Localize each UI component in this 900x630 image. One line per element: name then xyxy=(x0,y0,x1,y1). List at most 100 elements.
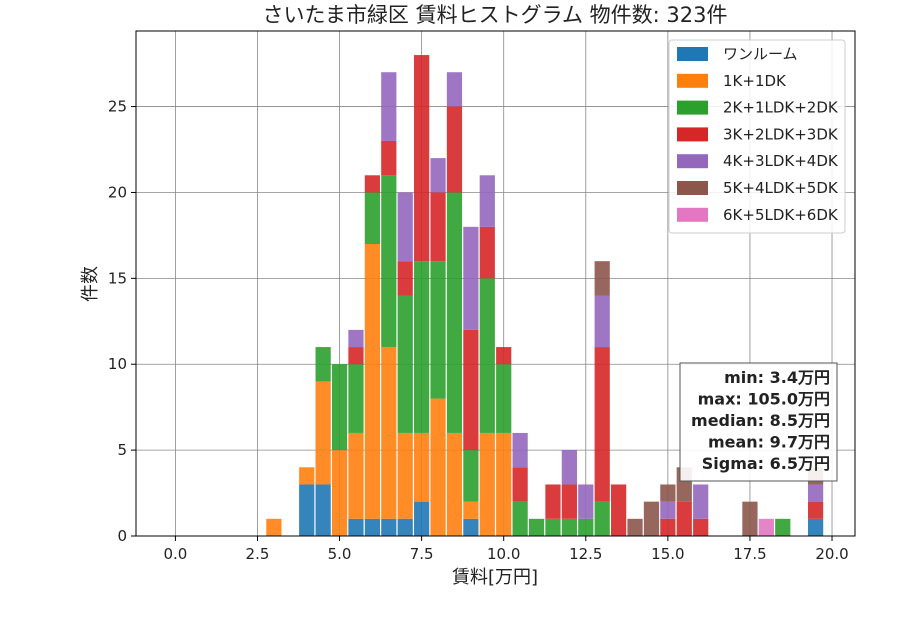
bar-segment xyxy=(430,192,446,262)
legend-label: 4K+3LDK+4DK xyxy=(723,152,839,170)
bar-segment xyxy=(627,518,643,536)
stats-line: Sigma: 6.5万円 xyxy=(702,454,830,473)
bar-segment xyxy=(463,226,479,330)
bar-segment xyxy=(578,518,594,536)
stats-line: median: 8.5万円 xyxy=(691,411,830,430)
bar-segment xyxy=(561,484,577,519)
bar-segment xyxy=(414,55,430,262)
stats-line: max: 105.0万円 xyxy=(698,390,830,409)
bar-segment xyxy=(479,226,495,279)
bar-segment xyxy=(348,347,364,365)
bar-segment xyxy=(693,484,709,519)
bar-segment xyxy=(463,501,479,519)
stats-line: mean: 9.7万円 xyxy=(708,433,830,452)
bar-segment xyxy=(299,484,315,536)
chart-title: さいたま市緑区 賃料ヒストグラム 物件数: 323件 xyxy=(263,3,728,27)
bar-segment xyxy=(611,484,627,536)
bar-segment xyxy=(381,140,397,176)
legend-label: 1K+1DK xyxy=(723,72,787,90)
y-tick-label: 20 xyxy=(108,183,127,201)
legend-swatch xyxy=(677,154,708,169)
y-axis-title: 件数 xyxy=(80,266,101,302)
bar-segment xyxy=(348,518,364,536)
bar-segment xyxy=(430,158,446,193)
legend-label: ワンルーム xyxy=(723,45,798,63)
bar-segment xyxy=(364,175,380,193)
bar-segment xyxy=(446,106,463,193)
bar-segment xyxy=(348,329,364,348)
y-axis-ticks: 0 5 10 15 20 25 xyxy=(108,98,136,545)
legend-swatch xyxy=(677,127,708,142)
bar-segment xyxy=(660,484,676,502)
bar-segment xyxy=(676,501,692,536)
legend-swatch xyxy=(677,73,708,88)
stats-box: min: 3.4万円 max: 105.0万円 median: 8.5万円 mean:… xyxy=(679,362,838,482)
bars xyxy=(266,55,824,536)
x-tick-label: 5.0 xyxy=(328,545,352,563)
bar-segment xyxy=(594,501,610,536)
bar-segment xyxy=(561,518,577,536)
bar-segment xyxy=(463,329,479,451)
legend-label: 5K+4LDK+5DK xyxy=(723,179,839,197)
bar-segment xyxy=(430,261,446,399)
x-axis-ticks: 0.0 2.5 5.0 7.5 10.0 12.5 15.0 17.5 20.0 xyxy=(163,536,849,563)
x-tick-label: 0.0 xyxy=(163,545,187,563)
bar-segment xyxy=(364,518,380,536)
bar-segment xyxy=(397,432,413,519)
x-tick-label: 15.0 xyxy=(651,545,684,563)
bar-segment xyxy=(381,72,397,141)
bar-segment xyxy=(364,192,380,244)
bar-segment xyxy=(315,381,331,485)
bar-segment xyxy=(446,72,463,107)
bar-segment xyxy=(479,278,495,433)
y-tick-label: 5 xyxy=(117,441,127,459)
bar-segment xyxy=(807,501,824,519)
bar-segment xyxy=(479,175,495,227)
bar-segment xyxy=(397,295,413,433)
legend-swatch xyxy=(677,100,708,115)
bar-segment xyxy=(594,347,610,502)
bar-segment xyxy=(397,518,413,536)
bar-segment xyxy=(660,501,676,519)
x-tick-label: 10.0 xyxy=(487,545,520,563)
bar-segment xyxy=(594,261,610,296)
legend-label: 6K+5LDK+6DK xyxy=(723,206,839,224)
x-tick-label: 2.5 xyxy=(246,545,270,563)
bar-segment xyxy=(742,501,758,536)
bar-segment xyxy=(414,501,430,536)
bar-segment xyxy=(315,484,331,536)
bar-segment xyxy=(348,364,364,433)
plot-frame xyxy=(135,30,856,537)
bar-segment xyxy=(463,518,479,536)
bar-segment xyxy=(266,518,282,536)
x-axis-title: 賃料[万円] xyxy=(452,567,538,588)
bar-segment xyxy=(414,432,430,502)
stats-line: min: 3.4万円 xyxy=(724,368,830,387)
bar-segment xyxy=(381,347,397,519)
bar-segment xyxy=(479,432,495,536)
x-tick-label: 12.5 xyxy=(569,545,602,563)
bar-segment xyxy=(660,518,676,536)
bar-segment xyxy=(397,261,413,296)
bar-segment xyxy=(496,432,512,536)
bar-segment xyxy=(775,518,791,536)
bar-segment xyxy=(381,175,397,348)
bar-segment xyxy=(807,518,824,536)
legend-swatch xyxy=(677,181,708,195)
legend-label: 2K+1LDK+2DK xyxy=(723,99,839,117)
bar-segment xyxy=(299,467,315,485)
bar-segment xyxy=(381,518,397,536)
bar-segment xyxy=(512,432,528,468)
bar-segment xyxy=(545,484,561,519)
bar-segment xyxy=(496,347,512,365)
legend-swatch xyxy=(677,47,708,61)
y-tick-label: 25 xyxy=(108,98,127,116)
bar-segment xyxy=(446,432,463,536)
bar-segment xyxy=(807,484,824,502)
bar-segment xyxy=(315,347,331,382)
x-tick-label: 20.0 xyxy=(815,545,848,563)
bar-segment xyxy=(463,450,479,502)
x-tick-label: 7.5 xyxy=(410,545,434,563)
y-tick-label: 10 xyxy=(108,355,127,373)
